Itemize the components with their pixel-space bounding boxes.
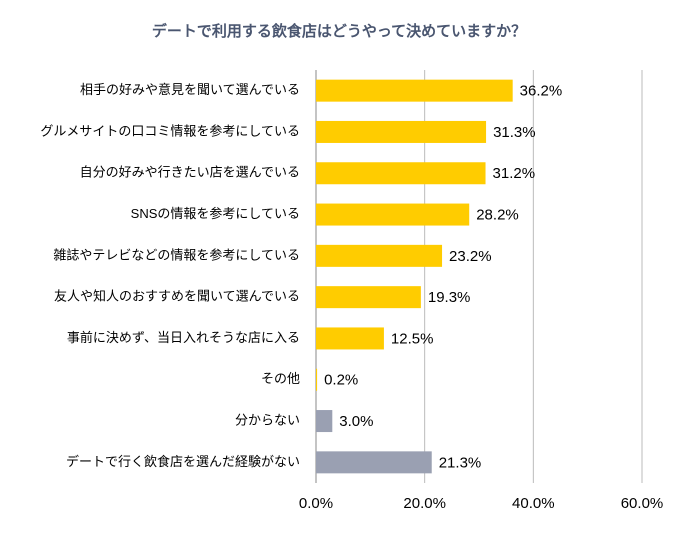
bar xyxy=(316,120,487,143)
bar xyxy=(316,203,470,226)
value-label: 12.5% xyxy=(391,330,434,347)
value-label: 28.2% xyxy=(476,207,519,224)
x-tick-label: 0.0% xyxy=(299,495,333,512)
bar xyxy=(316,410,333,433)
bar xyxy=(316,286,421,309)
y-tick-label: 雑誌やテレビなどの情報を参考にしている xyxy=(53,247,300,262)
y-tick-label: 分からない xyxy=(235,412,300,427)
value-label: 19.3% xyxy=(428,289,471,306)
y-tick-label: デートで行く飲食店を選んだ経験がない xyxy=(66,454,300,469)
y-tick-label: 友人や知人のおすすめを聞いて選んでいる xyxy=(54,289,300,304)
y-tick-label: グルメサイトの口コミ情報を参考にしている xyxy=(40,123,300,138)
value-label: 31.2% xyxy=(493,165,536,182)
bar xyxy=(316,244,443,267)
bar xyxy=(316,451,432,474)
y-tick-label: 事前に決めず、当日入れそうな店に入る xyxy=(67,330,300,345)
x-tick-label: 20.0% xyxy=(403,495,446,512)
y-tick-label: その他 xyxy=(261,371,300,386)
y-tick-label: 自分の好みや行きたい店を選んでいる xyxy=(80,165,300,180)
y-tick-label: SNSの情報を参考にしている xyxy=(131,206,300,221)
x-tick-label: 40.0% xyxy=(512,495,555,512)
y-tick-label: 相手の好みや意見を聞いて選んでいる xyxy=(80,82,300,97)
value-label: 36.2% xyxy=(520,83,563,100)
bar xyxy=(316,368,318,391)
value-label: 31.3% xyxy=(493,124,536,141)
chart-title: デートで利用する飲食店はどうやって決めていますか？ xyxy=(152,22,526,40)
value-label: 0.2% xyxy=(324,372,358,389)
x-tick-label: 60.0% xyxy=(621,495,664,512)
bar xyxy=(316,327,384,350)
bar xyxy=(316,162,486,185)
value-label: 3.0% xyxy=(339,413,373,430)
bar xyxy=(316,79,513,102)
value-label: 21.3% xyxy=(439,454,482,471)
value-label: 23.2% xyxy=(449,248,492,265)
